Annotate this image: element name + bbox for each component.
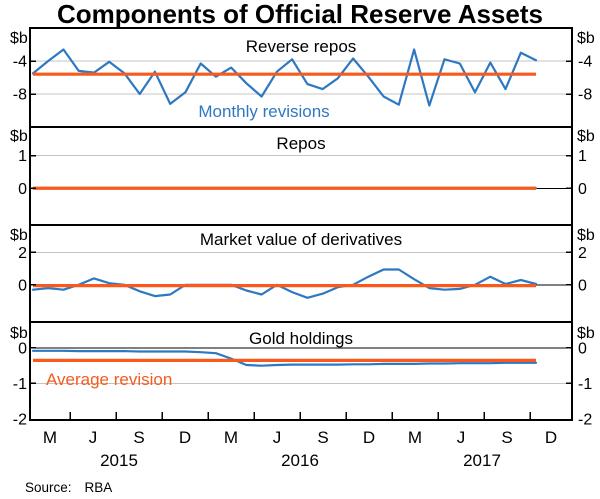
month-label: M	[43, 428, 57, 447]
y-tick-label-left: 0	[18, 340, 27, 357]
monthly-revisions-line	[31, 268, 538, 299]
y-tick-label-left: 0	[18, 277, 27, 294]
monthly-revisions-line	[31, 349, 538, 367]
y-tick-label-right: -4	[578, 54, 592, 71]
y-tick-label-right: -8	[578, 87, 592, 104]
y-tick-label-left: -4	[13, 54, 27, 71]
y-tick-label-left: 0	[18, 181, 27, 198]
average-revision-label: Average revision	[46, 370, 172, 389]
y-tick-label-right: 1	[578, 148, 587, 165]
panel-title: Gold holdings	[249, 329, 353, 348]
y-tick-label-right: 0	[578, 277, 587, 294]
month-label: D	[545, 428, 557, 447]
monthly-revisions-label: Monthly revisions	[198, 102, 329, 121]
month-label: J	[89, 428, 98, 447]
month-label: S	[133, 428, 144, 447]
y-tick-label-left: -2	[13, 411, 27, 428]
month-label: M	[408, 428, 422, 447]
unit-label-right: $b	[577, 128, 595, 145]
month-label: S	[317, 428, 328, 447]
y-tick-label-right: -2	[578, 411, 592, 428]
unit-label-right: $b	[577, 30, 595, 47]
y-tick-label-left: -8	[13, 87, 27, 104]
source-label: Source:	[25, 480, 72, 495]
month-label: S	[501, 428, 512, 447]
month-label: J	[273, 428, 282, 447]
monthly-revisions-line	[31, 48, 538, 107]
unit-label-left: $b	[10, 30, 28, 47]
year-label: 2016	[281, 451, 319, 470]
year-label: 2015	[100, 451, 138, 470]
panel-title: Market value of derivatives	[200, 230, 402, 249]
unit-label-right: $b	[577, 227, 595, 244]
unit-label-left: $b	[10, 325, 28, 342]
y-tick-label-left: 2	[18, 245, 27, 262]
panel-title: Repos	[276, 134, 325, 153]
y-tick-label-right: 0	[578, 340, 587, 357]
unit-label-left: $b	[10, 128, 28, 145]
panel-title: Reverse repos	[246, 37, 357, 56]
y-tick-label-right: 0	[578, 181, 587, 198]
y-tick-label-left: 1	[18, 148, 27, 165]
y-tick-label-right: -1	[578, 376, 592, 393]
year-label: 2017	[463, 451, 501, 470]
month-label: M	[224, 428, 238, 447]
month-label: D	[179, 428, 191, 447]
y-tick-label-left: -1	[13, 376, 27, 393]
source-row: Source: RBA	[25, 480, 112, 495]
unit-label-left: $b	[10, 227, 28, 244]
chart-title: Components of Official Reserve Assets	[57, 0, 543, 29]
unit-label-right: $b	[577, 325, 595, 342]
month-label: D	[363, 428, 375, 447]
month-label: J	[457, 428, 466, 447]
source-value: RBA	[84, 480, 113, 495]
y-tick-label-right: 2	[578, 245, 587, 262]
